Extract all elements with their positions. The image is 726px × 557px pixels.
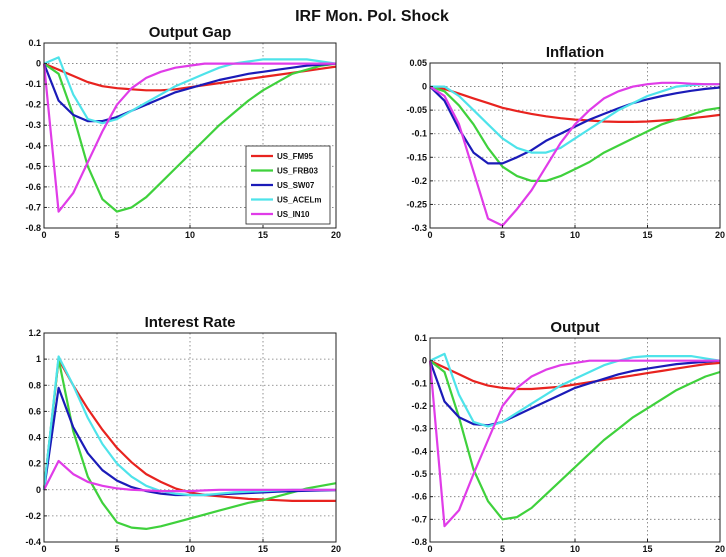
y-tick-label: -0.4: [411, 446, 427, 456]
y-tick-label: -0.4: [25, 537, 41, 547]
y-tick-label: -0.8: [411, 537, 427, 547]
y-tick-label: -0.5: [25, 161, 41, 171]
y-tick-label: -0.1: [411, 378, 427, 388]
y-tick-label: -0.2: [411, 401, 427, 411]
x-tick-label: 15: [258, 230, 268, 240]
y-tick-label: -0.3: [25, 120, 41, 130]
legend-label: US_FM95: [277, 152, 314, 161]
y-tick-label: -0.2: [411, 176, 427, 186]
series-line-us-fm95: [429, 85, 721, 124]
x-tick-label: 0: [427, 230, 432, 240]
y-tick-label: -0.15: [406, 152, 427, 162]
series-line-us-in10: [429, 81, 720, 227]
series-line-us-frb03: [42, 358, 337, 531]
legend-label: US_FRB03: [277, 167, 318, 176]
x-tick-label: 15: [258, 544, 268, 554]
y-tick-label: 0.2: [28, 459, 41, 469]
y-tick-label: 0.1: [414, 333, 427, 343]
series-line-us-fm95: [42, 358, 336, 502]
series-line-us-in10: [43, 459, 336, 493]
y-tick-label: -0.7: [25, 202, 41, 212]
series-line-us-fm95: [429, 359, 721, 391]
x-tick-label: 10: [570, 230, 580, 240]
x-tick-label: 10: [185, 544, 195, 554]
y-tick-label: -0.25: [406, 199, 427, 209]
series-line-us-frb03: [429, 85, 721, 182]
y-tick-label: 1: [36, 354, 41, 364]
y-tick-label: -0.8: [25, 223, 41, 233]
x-tick-label: 5: [500, 544, 505, 554]
series-line-us-acelm: [430, 83, 720, 154]
series-line-us-frb03: [429, 359, 721, 521]
y-tick-label: 0: [36, 485, 41, 495]
series-line-us-frb03: [43, 62, 337, 213]
y-tick-label: 0.4: [28, 433, 41, 443]
x-tick-label: 0: [41, 230, 46, 240]
series-line-us-in10: [428, 359, 720, 528]
y-tick-label: -0.5: [411, 469, 427, 479]
series-line-us-sw07: [429, 85, 721, 165]
series-line-us-acelm: [429, 352, 721, 428]
series-line-us-in10: [42, 62, 336, 213]
figure-title: IRF Mon. Pol. Shock: [295, 8, 449, 25]
y-tick-label: -0.05: [406, 105, 427, 115]
x-tick-label: 15: [642, 230, 652, 240]
y-tick-label: 0: [36, 59, 41, 69]
y-tick-label: 0: [422, 82, 427, 92]
subplot-title: Interest Rate: [145, 314, 236, 331]
x-tick-label: 5: [500, 230, 505, 240]
y-tick-label: -0.1: [25, 79, 41, 89]
y-tick-label: 0.1: [28, 38, 41, 48]
x-tick-label: 0: [427, 544, 432, 554]
series-line-us-acelm: [43, 56, 337, 125]
y-tick-label: 0.6: [28, 406, 41, 416]
y-tick-label: 1.2: [28, 328, 41, 338]
y-tick-label: -0.2: [25, 511, 41, 521]
x-tick-label: 10: [185, 230, 195, 240]
x-tick-label: 20: [331, 230, 341, 240]
y-tick-label: -0.3: [411, 223, 427, 233]
subplot-0: Output Gap 0 5 10 15 20 0.1 0 -0.1 -0.2 -0.3 -0.4 -0…: [25, 24, 341, 240]
y-tick-label: -0.3: [411, 424, 427, 434]
y-tick-label: -0.2: [25, 100, 41, 110]
subplot-title: Output: [550, 319, 599, 336]
y-tick-label: 0.05: [409, 58, 427, 68]
x-tick-label: 15: [642, 544, 652, 554]
y-tick-label: -0.4: [25, 141, 41, 151]
legend-label: US_IN10: [277, 210, 310, 219]
subplot-1: Inflation 0 5 10 15 20 0.05 0 -0.05 -0.1 -0.15 -0.2…: [406, 44, 725, 240]
legend-label: US_ACELm: [277, 196, 321, 205]
subplot-title: Inflation: [546, 44, 604, 61]
x-tick-label: 0: [41, 544, 46, 554]
subplot-title: Output Gap: [149, 24, 232, 41]
x-tick-label: 5: [114, 230, 119, 240]
subplot-3: Output 0 5 10 15 20 0.1 0 -0.1 -0.2 -0.3 -0.4 -0.5 -0…: [411, 319, 725, 554]
y-tick-label: -0.6: [25, 182, 41, 192]
y-tick-label: 0: [422, 356, 427, 366]
x-tick-label: 10: [570, 544, 580, 554]
x-tick-label: 5: [114, 544, 119, 554]
x-tick-label: 20: [331, 544, 341, 554]
x-tick-label: 20: [715, 544, 725, 554]
legend: US_FM95 US_FRB03 US_SW07 US_ACELm US_IN10: [245, 145, 331, 225]
x-tick-label: 20: [715, 230, 725, 240]
y-tick-label: 0.8: [28, 380, 41, 390]
legend-label: US_SW07: [277, 181, 315, 190]
y-tick-label: -0.6: [411, 492, 427, 502]
y-tick-label: -0.1: [411, 129, 427, 139]
y-tick-label: -0.7: [411, 514, 427, 524]
